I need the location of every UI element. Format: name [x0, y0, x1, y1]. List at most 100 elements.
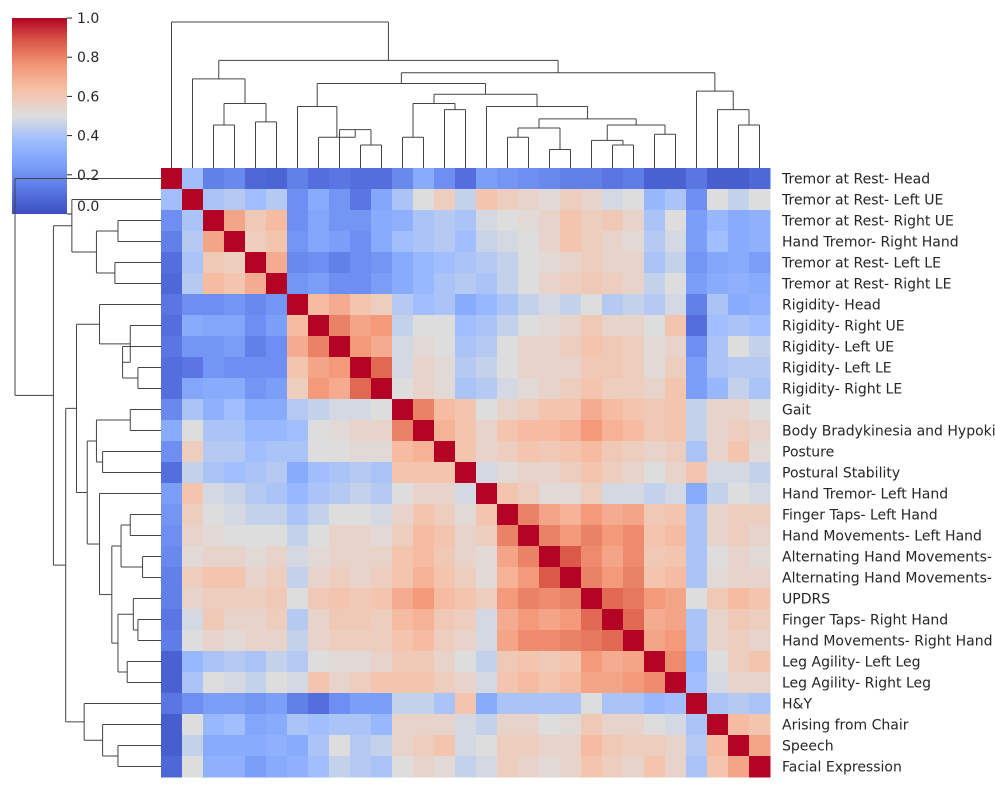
- row-label: Rigidity- Right UE: [782, 319, 905, 335]
- colorbar: 1.0 0.8 0.6 0.4 0.2 0.0: [12, 11, 99, 215]
- heatmap-cell: [560, 210, 582, 232]
- heatmap-cell: [266, 273, 288, 295]
- heatmap-cell: [308, 567, 330, 589]
- heatmap-cell: [287, 336, 309, 358]
- heatmap-cell: [518, 714, 540, 736]
- heatmap-cell: [413, 672, 435, 694]
- heatmap-cell: [476, 252, 498, 274]
- heatmap-cell: [392, 231, 414, 253]
- heatmap-cell: [749, 252, 771, 274]
- heatmap-cell: [329, 294, 351, 316]
- heatmap-cell: [539, 441, 561, 463]
- heatmap-cell: [329, 609, 351, 631]
- heatmap-cell: [371, 231, 393, 253]
- heatmap-cell: [518, 672, 540, 694]
- heatmap-cell: [434, 483, 456, 505]
- heatmap-cell: [665, 357, 687, 379]
- heatmap-cell: [266, 420, 288, 442]
- heatmap-cell: [602, 378, 624, 400]
- heatmap-cell: [518, 651, 540, 673]
- heatmap-cell: [749, 756, 771, 778]
- heatmap-cell: [224, 630, 246, 652]
- heatmap-cell: [371, 273, 393, 295]
- heatmap-cell: [434, 651, 456, 673]
- heatmap-cell: [686, 735, 708, 757]
- heatmap-cell: [602, 630, 624, 652]
- heatmap-cell: [182, 483, 204, 505]
- heatmap-cell: [644, 273, 666, 295]
- colorbar-gradient: [12, 18, 67, 214]
- heatmap-cell: [350, 441, 372, 463]
- heatmap-cell: [581, 546, 603, 568]
- heatmap-cell: [182, 378, 204, 400]
- heatmap-cell: [392, 756, 414, 778]
- heatmap-cell: [455, 525, 477, 547]
- heatmap-cell: [371, 168, 393, 190]
- heatmap-cell: [245, 399, 267, 421]
- heatmap-cell: [539, 525, 561, 547]
- row-label: Tremor at Rest- Head: [781, 172, 930, 188]
- heatmap-cell: [392, 588, 414, 610]
- heatmap-cell: [413, 315, 435, 337]
- heatmap-cell: [371, 462, 393, 484]
- heatmap-cell: [707, 168, 729, 190]
- heatmap-cell: [728, 441, 750, 463]
- heatmap-cell: [686, 189, 708, 211]
- row-label: Finger Taps- Right Hand: [782, 613, 948, 629]
- heatmap-cell: [560, 693, 582, 715]
- heatmap-cell: [686, 336, 708, 358]
- heatmap-cell: [665, 420, 687, 442]
- heatmap-cell: [602, 189, 624, 211]
- heatmap-cell: [665, 378, 687, 400]
- heatmap-cell: [245, 462, 267, 484]
- heatmap-cell: [707, 273, 729, 295]
- row-label: Tremor at Rest- Left LE: [781, 256, 941, 272]
- heatmap-cell: [476, 525, 498, 547]
- heatmap-cell: [644, 168, 666, 190]
- heatmap-cell: [497, 231, 519, 253]
- heatmap-cell: [581, 756, 603, 778]
- heatmap-cell: [581, 588, 603, 610]
- heatmap-cell: [728, 420, 750, 442]
- heatmap-cell: [476, 546, 498, 568]
- heatmap-cell: [686, 357, 708, 379]
- heatmap-cell: [476, 735, 498, 757]
- heatmap-cell: [539, 399, 561, 421]
- heatmap-cell: [560, 483, 582, 505]
- heatmap-cell: [539, 651, 561, 673]
- heatmap-cell: [245, 483, 267, 505]
- heatmap-cell: [539, 546, 561, 568]
- heatmap-cell: [455, 210, 477, 232]
- heatmap-cell: [434, 630, 456, 652]
- heatmap-cell: [518, 504, 540, 526]
- heatmap-cell: [287, 315, 309, 337]
- heatmap-cell: [434, 168, 456, 190]
- heatmap-cell: [434, 420, 456, 442]
- heatmap-cell: [245, 672, 267, 694]
- heatmap-cell: [539, 714, 561, 736]
- heatmap-cell: [497, 294, 519, 316]
- heatmap-cell: [434, 336, 456, 358]
- heatmap-cell: [308, 231, 330, 253]
- heatmap-cell: [623, 546, 645, 568]
- heatmap-cell: [476, 714, 498, 736]
- heatmap-cell: [728, 294, 750, 316]
- heatmap-cell: [308, 273, 330, 295]
- heatmap-cell: [455, 504, 477, 526]
- heatmap-cell: [602, 609, 624, 631]
- heatmap-cell: [518, 693, 540, 715]
- heatmap-cell: [644, 336, 666, 358]
- heatmap-cell: [497, 504, 519, 526]
- heatmap-cell: [371, 735, 393, 757]
- heatmap-cell: [539, 735, 561, 757]
- heatmap-cell: [308, 441, 330, 463]
- heatmap-cell: [518, 735, 540, 757]
- heatmap-cell: [329, 357, 351, 379]
- heatmap-cell: [413, 588, 435, 610]
- heatmap-cell: [392, 693, 414, 715]
- heatmap-cell: [371, 336, 393, 358]
- heatmap-cell: [518, 378, 540, 400]
- heatmap-cell: [749, 168, 771, 190]
- heatmap-cell: [455, 714, 477, 736]
- heatmap-cell: [161, 483, 183, 505]
